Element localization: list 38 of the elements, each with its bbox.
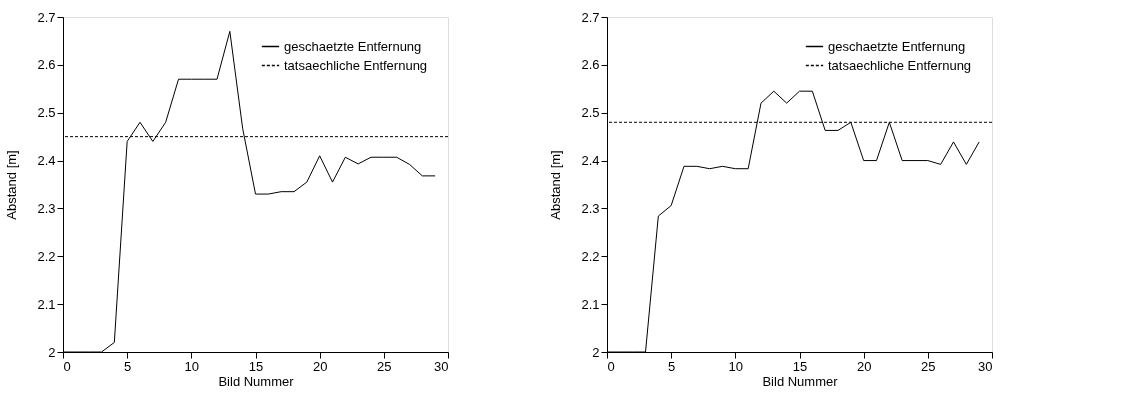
y-tick-label: 2 [48,344,56,360]
y-tick-label: 2.5 [581,105,600,121]
legend-label: geschaetzte Entfernung [284,38,422,54]
x-tick-label: 5 [124,358,132,374]
y-tick-label: 2.6 [581,57,600,73]
x-tick-label: 0 [607,358,615,374]
x-axis-title: Bild Nummer [218,373,295,389]
y-tick-label: 2.2 [581,248,600,264]
y-tick-label: 2.1 [37,296,56,312]
x-tick-label: 30 [434,358,449,374]
y-tick-label: 2.3 [37,200,56,216]
y-tick-label: 2.7 [581,9,600,25]
y-tick-label: 2.5 [37,105,56,121]
y-tick-label: 2.1 [581,296,600,312]
x-axis-title: Bild Nummer [762,373,839,389]
y-tick-label: 2.7 [37,9,56,25]
legend-label: tatsaechliche Entfernung [828,57,972,73]
x-tick-label: 15 [792,358,808,374]
legend-label: geschaetzte Entfernung [828,38,966,54]
y-axis-title: Abstand [m] [548,150,564,220]
y-tick-label: 2.3 [581,200,600,216]
x-tick-label: 25 [377,358,392,374]
x-tick-label: 10 [184,358,200,374]
y-tick-label: 2.4 [581,153,600,169]
x-tick-label: 20 [856,358,872,374]
y-tick-label: 2.4 [37,153,56,169]
y-axis-title: Abstand [m] [4,150,20,220]
x-tick-label: 20 [312,358,328,374]
x-tick-label: 15 [248,358,264,374]
x-tick-label: 25 [921,358,936,374]
legend-label: tatsaechliche Entfernung [284,57,428,73]
y-tick-label: 2.6 [37,57,56,73]
x-tick-label: 10 [728,358,744,374]
x-tick-label: 30 [978,358,993,374]
y-tick-label: 2 [592,344,600,360]
y-tick-label: 2.2 [37,248,56,264]
x-tick-label: 0 [63,358,71,374]
x-tick-label: 5 [668,358,676,374]
